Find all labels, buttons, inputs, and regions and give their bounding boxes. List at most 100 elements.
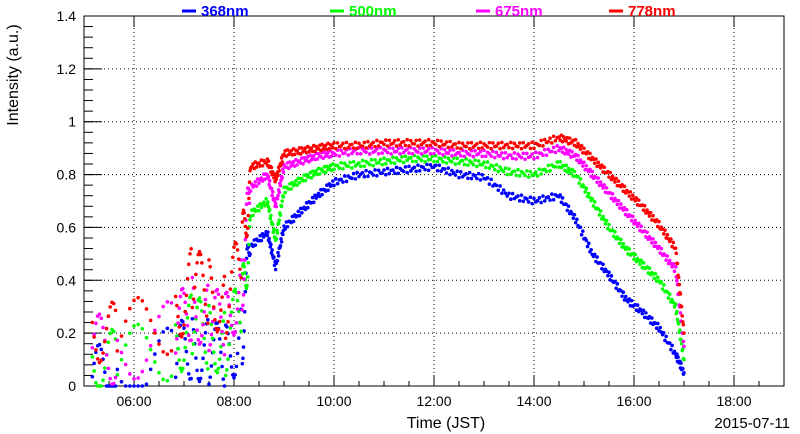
data-point [144,358,149,362]
data-point [584,163,589,168]
data-point [376,168,381,173]
data-point [207,382,211,386]
series-778nm [90,133,686,365]
data-point [175,361,179,366]
data-point [673,246,678,250]
data-point [628,190,633,194]
data-point [310,195,315,200]
data-point [530,140,535,145]
data-point [235,248,240,252]
data-point [576,153,580,158]
data-point [519,193,524,197]
data-point [407,144,411,148]
data-point [437,163,442,168]
data-point [398,143,402,147]
data-point [181,319,185,324]
data-point [579,143,584,148]
data-point [165,352,170,357]
data-point [464,157,468,161]
data-point [460,158,465,163]
data-point [645,208,649,212]
data-point [148,367,153,372]
data-point [173,351,178,355]
data-point [483,154,488,159]
data-point [259,205,264,210]
data-point [351,171,356,176]
data-point [516,194,520,198]
data-point [103,366,107,370]
data-point [246,260,251,265]
data-point [672,269,677,274]
data-point [532,156,536,161]
data-point [466,141,470,145]
data-point [667,341,672,345]
data-point [140,384,145,388]
data-point [640,311,645,316]
data-point [216,327,221,332]
data-point [99,358,104,363]
data-point [225,331,229,335]
data-point [613,279,617,284]
data-point [201,322,205,327]
data-point [489,177,493,182]
data-point [664,258,668,262]
data-point [407,164,411,169]
data-point [322,150,327,155]
data-point [614,286,618,291]
data-point [676,355,680,359]
data-point [208,342,212,347]
data-point [382,156,386,160]
data-point [392,138,397,143]
data-point [123,362,128,367]
data-point [165,300,170,304]
data-point [300,146,304,150]
data-point [203,350,208,355]
data-point [161,330,165,334]
data-point [333,153,338,157]
data-point [471,162,476,167]
data-point [581,229,585,233]
data-point [458,153,463,158]
data-point [475,164,479,169]
data-point [651,237,655,241]
data-point [279,163,283,168]
data-point [198,252,203,257]
data-point [602,165,607,170]
data-point [233,373,237,377]
data-point [494,144,499,148]
data-point [240,361,245,366]
data-point [498,146,502,151]
data-point [403,143,408,148]
data-point [136,384,140,388]
data-point [225,324,229,329]
data-point [496,169,501,174]
data-point [500,191,504,196]
data-point [280,199,285,203]
data-point [183,300,187,305]
data-point [656,321,660,326]
data-point [320,142,324,147]
data-point [183,337,187,341]
data-point [619,237,623,242]
data-point [302,155,307,160]
data-point [219,308,223,312]
x-tick-label: 12:00 [416,393,451,409]
data-point [132,324,136,328]
data-point [682,331,686,335]
data-point [676,321,681,326]
data-point [241,345,246,349]
data-point [546,163,551,168]
data-point [405,137,410,142]
data-point [209,322,214,327]
data-point [202,343,207,347]
data-point [106,366,111,371]
data-point [423,160,427,164]
data-point [315,157,320,161]
data-point [600,266,604,271]
data-point [309,146,314,150]
data-point [394,165,399,170]
legend-label: 500nm [349,3,397,20]
data-point [307,149,311,154]
data-point [519,146,524,151]
data-point [228,313,233,318]
